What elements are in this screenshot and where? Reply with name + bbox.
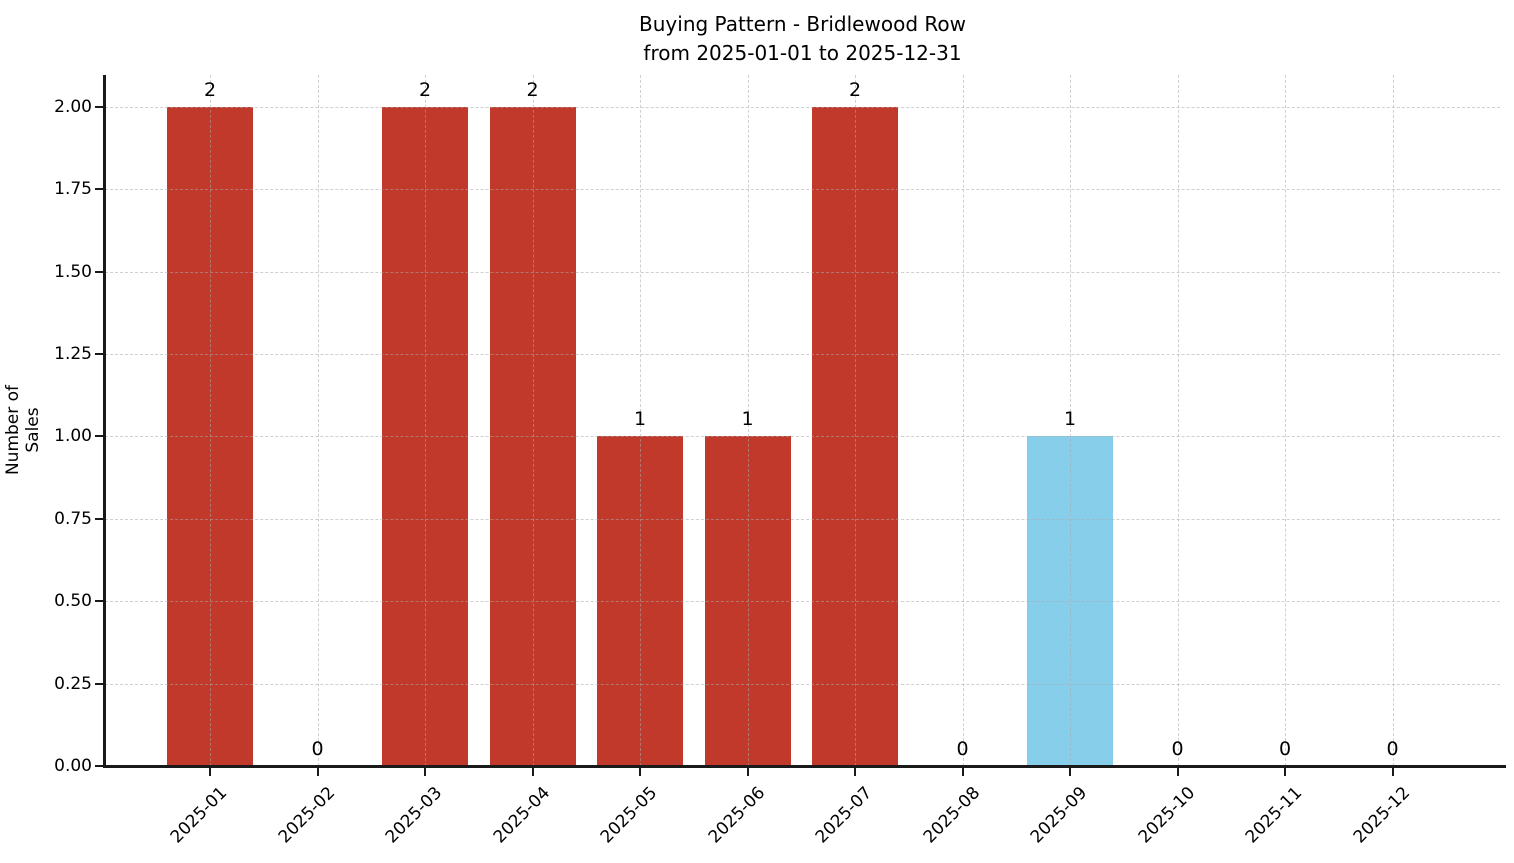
y-tick-label-1.75: 1.75 xyxy=(54,179,92,200)
chart-title-line2: from 2025-01-01 to 2025-12-31 xyxy=(643,41,962,65)
v-gridline-2025-09 xyxy=(1070,75,1071,766)
x-tick-mark-2025-03 xyxy=(424,767,426,776)
y-tick-mark-1.50 xyxy=(95,270,104,273)
x-tick-label-2025-07: 2025-07 xyxy=(811,783,877,848)
bar-value-label-2025-11: 0 xyxy=(1278,738,1292,760)
x-tick-mark-2025-05 xyxy=(639,767,641,776)
chart-title: Buying Pattern - Bridlewood Row from 202… xyxy=(105,10,1500,68)
v-gridline-2025-01 xyxy=(210,75,211,766)
x-tick-label-2025-06: 2025-06 xyxy=(704,783,769,848)
y-tick-label-0.75: 0.75 xyxy=(54,508,92,529)
bar-value-label-2025-07: 2 xyxy=(848,78,862,101)
bar-value-label-2025-05: 1 xyxy=(633,408,647,431)
v-gridline-2025-08 xyxy=(962,75,964,766)
y-tick-mark-2.00 xyxy=(95,105,104,108)
x-tick-mark-2025-07 xyxy=(854,767,856,776)
v-gridline-2025-03 xyxy=(425,75,426,766)
v-gridline-2025-07 xyxy=(855,75,856,766)
y-tick-label-1.25: 1.25 xyxy=(54,344,92,365)
h-gridline-2.00 xyxy=(105,106,1500,108)
x-tick-mark-2025-06 xyxy=(746,767,749,776)
h-gridline-0.25 xyxy=(105,683,1500,685)
y-axis-label: Number of Sales xyxy=(3,384,43,476)
y-tick-label-2.00: 2.00 xyxy=(54,96,92,117)
x-tick-label-2025-10: 2025-10 xyxy=(1134,783,1199,848)
bar-value-label-2025-06: 1 xyxy=(741,408,754,431)
x-tick-mark-2025-01 xyxy=(209,767,211,776)
y-tick-mark-0.50 xyxy=(95,600,104,603)
v-gridline-2025-10 xyxy=(1177,75,1179,766)
x-tick-mark-2025-04 xyxy=(531,767,534,776)
bar-value-label-2025-08: 0 xyxy=(956,738,969,760)
y-axis-spine xyxy=(103,75,106,767)
chart-title-line1: Buying Pattern - Bridlewood Row xyxy=(639,12,966,36)
bar-value-label-2025-09: 1 xyxy=(1063,408,1077,431)
x-tick-mark-2025-11 xyxy=(1284,767,1286,776)
v-gridline-2025-06 xyxy=(747,75,749,766)
y-tick-label-1.50: 1.50 xyxy=(54,261,92,282)
y-tick-mark-1.75 xyxy=(95,188,104,191)
v-gridline-2025-11 xyxy=(1285,75,1286,766)
v-gridline-2025-12 xyxy=(1392,75,1394,766)
x-tick-label-2025-02: 2025-02 xyxy=(274,783,339,848)
bar-value-label-2025-04: 2 xyxy=(526,78,539,101)
h-gridline-0.50 xyxy=(105,601,1500,603)
h-gridline-1.00 xyxy=(105,436,1500,438)
x-tick-label-2025-09: 2025-09 xyxy=(1026,783,1092,848)
bar-value-label-2025-02: 0 xyxy=(311,738,324,760)
h-gridline-0.75 xyxy=(105,518,1500,520)
v-gridline-2025-05 xyxy=(640,75,641,766)
x-tick-label-2025-11: 2025-11 xyxy=(1241,783,1307,848)
bar-value-label-2025-01: 2 xyxy=(203,78,217,101)
y-tick-label-1.00: 1.00 xyxy=(54,426,92,447)
x-tick-mark-2025-10 xyxy=(1176,767,1179,776)
y-tick-mark-0.25 xyxy=(95,682,104,685)
v-gridline-2025-02 xyxy=(317,75,319,766)
bar-value-label-2025-12: 0 xyxy=(1386,738,1399,760)
y-tick-label-0.00: 0.00 xyxy=(54,756,92,776)
x-tick-label-2025-08: 2025-08 xyxy=(919,783,984,848)
x-tick-label-2025-01: 2025-01 xyxy=(166,783,232,848)
y-tick-label-0.50: 0.50 xyxy=(54,591,92,612)
h-gridline-1.25 xyxy=(105,354,1500,356)
x-tick-label-2025-03: 2025-03 xyxy=(381,783,447,848)
y-tick-mark-0.75 xyxy=(95,517,104,520)
v-gridline-2025-04 xyxy=(532,75,534,766)
x-axis-spine xyxy=(103,765,1506,768)
x-tick-label-2025-05: 2025-05 xyxy=(596,783,662,848)
bar-value-label-2025-03: 2 xyxy=(418,78,432,101)
h-gridline-1.50 xyxy=(105,271,1500,273)
x-tick-mark-2025-02 xyxy=(316,767,319,776)
y-tick-mark-1.00 xyxy=(95,435,104,438)
bar-value-label-2025-10: 0 xyxy=(1171,738,1184,760)
y-tick-mark-1.25 xyxy=(95,353,104,356)
y-tick-mark-0.00 xyxy=(95,765,104,767)
x-tick-label-2025-12: 2025-12 xyxy=(1349,783,1414,848)
h-gridline-1.75 xyxy=(105,189,1500,191)
x-tick-mark-2025-09 xyxy=(1069,767,1071,776)
plot-area xyxy=(105,75,1500,766)
x-tick-label-2025-04: 2025-04 xyxy=(489,783,554,848)
x-tick-mark-2025-08 xyxy=(961,767,964,776)
y-tick-label-0.25: 0.25 xyxy=(54,673,92,694)
x-tick-mark-2025-12 xyxy=(1391,767,1394,776)
